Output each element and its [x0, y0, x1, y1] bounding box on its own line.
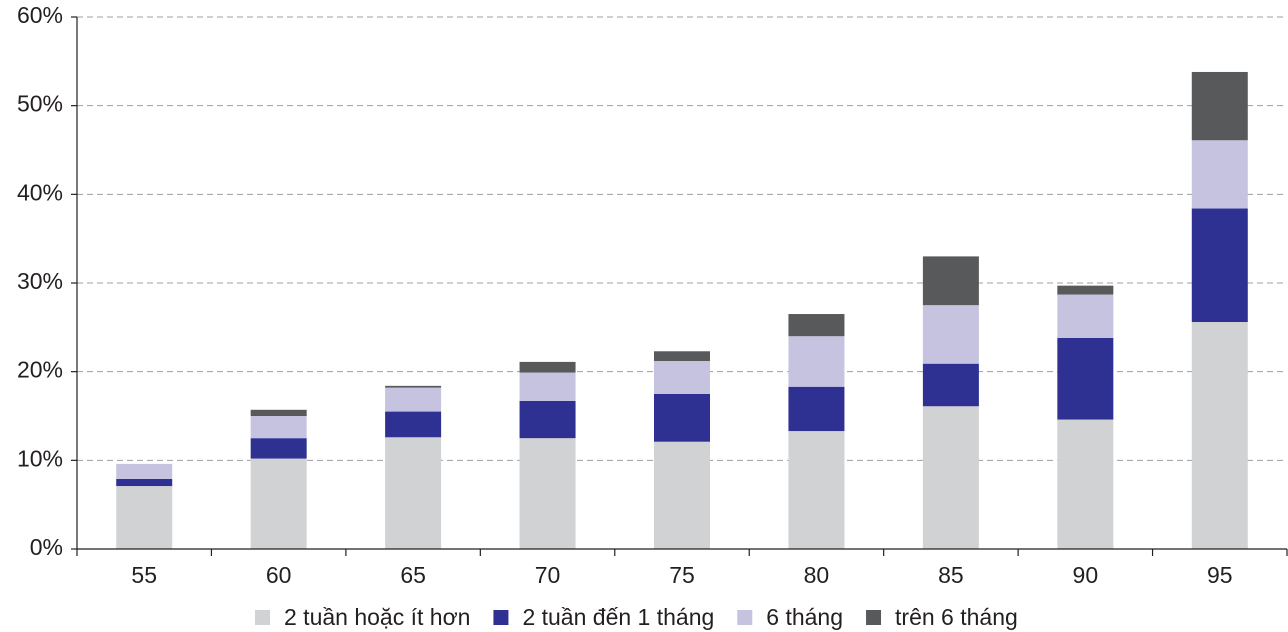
x-tick-label: 60	[266, 562, 292, 588]
bar-segment	[1057, 337, 1114, 420]
bar-segment	[250, 438, 307, 459]
bar-segment	[1191, 140, 1248, 209]
y-tick-label: 40%	[17, 179, 63, 205]
x-tick-label: 65	[400, 562, 426, 588]
bar-segment	[788, 431, 845, 549]
bar-segment	[788, 386, 845, 432]
bar-segment	[385, 411, 442, 438]
legend-label: 2 tuần đến 1 tháng	[522, 604, 714, 630]
bar-segment	[1191, 208, 1248, 323]
x-tick-label: 95	[1207, 562, 1233, 588]
bar-segment	[519, 372, 576, 401]
x-tick-label: 85	[938, 562, 964, 588]
bar-segment	[250, 458, 307, 549]
bar-segment	[654, 393, 710, 442]
legend-swatch	[866, 610, 882, 625]
y-tick-label: 30%	[17, 268, 63, 294]
bar-segment	[788, 336, 845, 387]
legend-swatch	[255, 610, 270, 625]
x-tick-label: 80	[804, 562, 830, 588]
bar-segment	[116, 463, 173, 479]
bar-segment	[1191, 322, 1248, 549]
y-tick-label: 20%	[17, 357, 63, 383]
y-tick-label: 50%	[17, 91, 63, 117]
x-tick-label: 75	[669, 562, 695, 588]
legend-label: trên 6 tháng	[895, 604, 1018, 630]
bar-segment	[1057, 419, 1114, 549]
bar-segment	[250, 409, 307, 416]
bar-segment	[922, 256, 979, 306]
bar-segment	[1057, 285, 1114, 295]
legend-label: 2 tuần hoặc ít hơn	[284, 604, 470, 630]
bar-segment	[116, 478, 173, 487]
bar-segment	[1191, 71, 1248, 141]
x-tick-label: 90	[1073, 562, 1099, 588]
y-tick-label: 60%	[17, 2, 63, 28]
x-tick-label: 55	[131, 562, 157, 588]
bar-segment	[250, 416, 307, 439]
bar-segment	[654, 441, 710, 549]
bar-segment	[385, 385, 442, 388]
bar-segment	[385, 387, 442, 412]
bar-segment	[654, 361, 710, 394]
legend-swatch	[493, 610, 509, 625]
bar-segment	[519, 400, 576, 439]
legend-swatch	[737, 610, 753, 625]
bar-segment	[922, 406, 979, 549]
bar-segment	[922, 305, 979, 364]
bar-segment	[519, 361, 576, 373]
bar-segment	[385, 437, 442, 549]
bar-segment	[788, 314, 845, 337]
bar-segment	[519, 438, 576, 549]
bar-segment	[1057, 294, 1114, 338]
bar-segment	[116, 486, 173, 549]
x-tick-label: 70	[535, 562, 561, 588]
bar-segment	[654, 351, 710, 362]
y-tick-label: 10%	[17, 445, 63, 471]
legend-label: 6 tháng	[766, 604, 843, 630]
y-tick-label: 0%	[30, 534, 63, 560]
bar-segment	[922, 363, 979, 407]
